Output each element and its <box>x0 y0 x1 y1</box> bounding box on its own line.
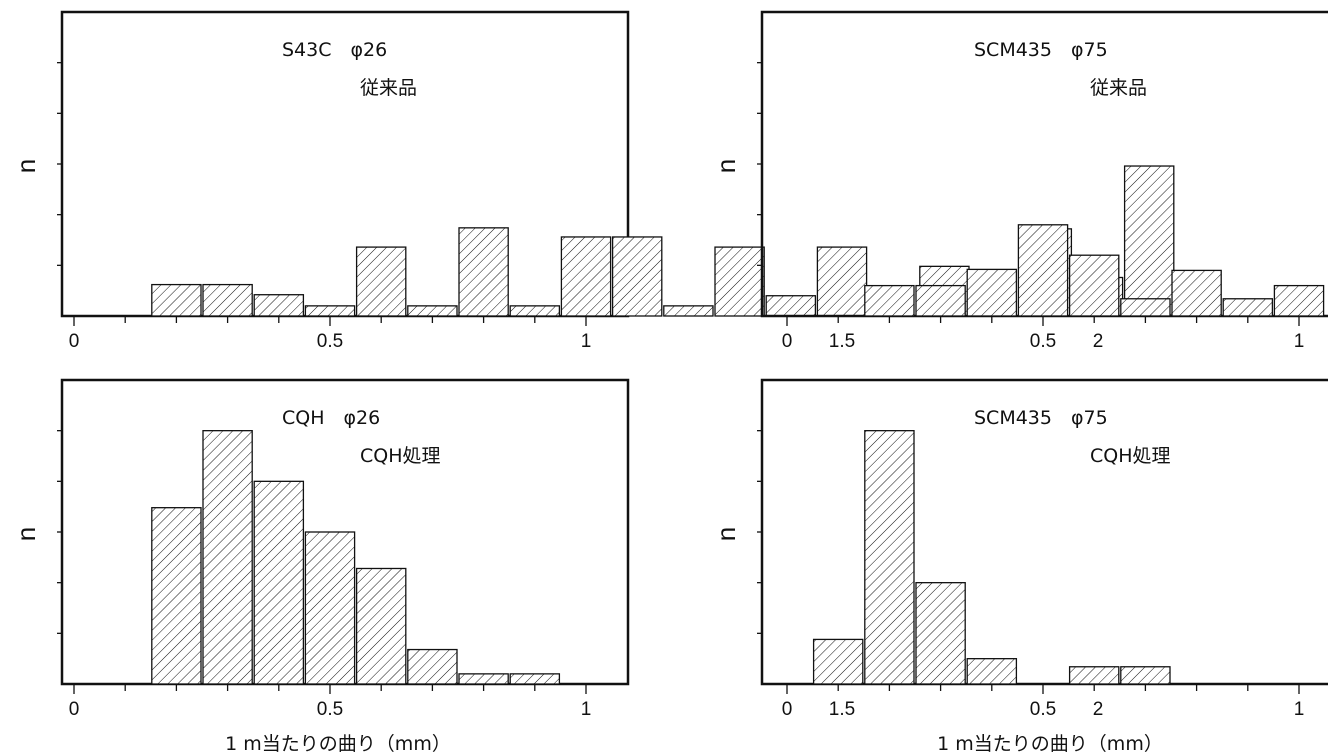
histogram-bar <box>1222 298 1274 317</box>
histogram-bar <box>202 430 253 685</box>
histogram-bar <box>509 305 561 317</box>
histogram-bar <box>663 305 714 317</box>
histogram-bar <box>407 648 458 685</box>
x-tick-label: 1 <box>1294 699 1305 720</box>
histogram-bar <box>1273 284 1325 317</box>
x-tick-label: 0 <box>782 699 793 720</box>
histogram-bar <box>611 236 663 317</box>
histogram-bar <box>509 673 561 685</box>
histogram-bar <box>304 305 356 317</box>
chart-title: CQH φ26 <box>282 407 380 429</box>
chart-subtitle: 従来品 <box>360 77 417 99</box>
histogram-bar <box>458 673 509 685</box>
histogram-bar <box>458 227 509 317</box>
histogram-bar <box>151 507 202 685</box>
histogram-bar <box>1120 666 1171 685</box>
histogram-bar <box>560 236 612 317</box>
histogram-bar <box>355 246 407 317</box>
histogram-bar <box>915 582 966 685</box>
histogram-bar <box>966 658 1018 685</box>
histogram-bar <box>202 283 253 317</box>
histogram-bar <box>253 480 305 685</box>
chart-title: SCM435 φ75 <box>974 39 1108 61</box>
chart-subtitle: CQH処理 <box>1090 445 1171 467</box>
x-tick-label: 0.5 <box>1030 699 1056 720</box>
histogram-bar <box>407 305 458 317</box>
histogram-bar <box>1017 224 1069 317</box>
histogram-bar <box>812 638 864 685</box>
x-tick-label: 0 <box>782 331 793 352</box>
chart-panel-4: 0 0.5 1 1.5 2 SCM435 φ75 CQH処理 n 1 m当たりの曲り（mm） <box>711 378 1328 755</box>
chart-panel-3: 0 0.5 1 1.5 2 CQH φ26 CQH処理 n 1 m当たりの曲り（mm） <box>11 378 1104 755</box>
histogram-bar <box>304 531 356 685</box>
x-tick-label: 2 <box>1093 699 1104 720</box>
histogram-bar <box>816 246 868 317</box>
y-axis-label: n <box>711 159 741 173</box>
chart-panel-2: 0 0.5 1 1.5 2 SCM435 φ75 従来品 n <box>711 10 1328 352</box>
x-tick-label: 0.5 <box>1030 331 1056 352</box>
histogram-bar <box>864 430 915 685</box>
histogram-bar <box>1068 254 1120 317</box>
histogram-bar <box>714 246 765 317</box>
y-axis-label: n <box>11 527 41 541</box>
x-tick-label: 0 <box>69 331 80 352</box>
x-tick-label: 1 <box>581 331 592 352</box>
chart-title: S43C φ26 <box>282 39 387 61</box>
histogram-bar <box>253 294 305 317</box>
x-tick-label: 0.5 <box>317 331 343 352</box>
histogram-bar <box>1171 269 1222 317</box>
x-axis-label: 1 m当たりの曲り（mm） <box>225 733 451 755</box>
y-axis-label: n <box>11 159 41 173</box>
histogram-bar <box>1120 298 1171 317</box>
x-axis-label: 1 m当たりの曲り（mm） <box>937 733 1163 755</box>
x-tick-label: 0.5 <box>317 699 343 720</box>
histogram-bar <box>966 268 1018 317</box>
chart-subtitle: CQH処理 <box>360 445 441 467</box>
x-tick-label: 1 <box>1294 331 1305 352</box>
histogram-bar <box>864 284 915 317</box>
chart-title: SCM435 φ75 <box>974 407 1108 429</box>
histogram-bar <box>1123 165 1175 317</box>
x-tick-label: 1.5 <box>829 699 855 720</box>
histogram-bar <box>151 283 202 317</box>
x-tick-label: 1 <box>581 699 592 720</box>
x-tick-label: 2 <box>1093 331 1104 352</box>
y-axis-label: n <box>711 527 741 541</box>
x-tick-label: 1.5 <box>829 331 855 352</box>
histogram-bar <box>355 567 407 685</box>
histogram-bar <box>1068 666 1120 685</box>
x-tick-label: 0 <box>69 699 80 720</box>
histogram-bar <box>915 284 966 317</box>
histogram-bar <box>765 295 817 317</box>
chart-subtitle: 従来品 <box>1090 77 1147 99</box>
